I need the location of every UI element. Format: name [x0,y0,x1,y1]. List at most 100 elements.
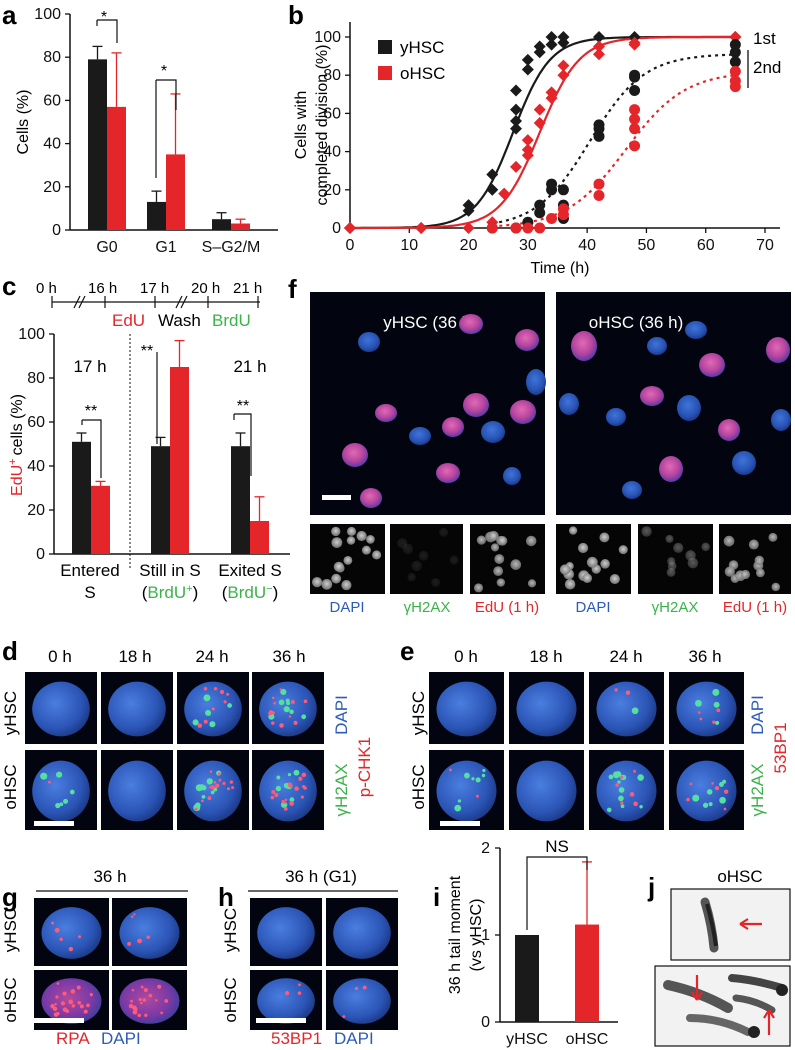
panel-c-label: c [2,271,16,301]
comet-arrow-down [691,975,703,1001]
foci-red [62,991,67,996]
panel-c-bracket-1 [81,419,102,478]
panel-a-y-label: Cells (%) [15,90,32,155]
point-circle-ohsc [510,222,522,234]
foci-red [51,921,55,925]
foci-red [298,776,303,781]
foci-red [213,781,217,784]
panel-b: b 0 10 20 30 40 50 60 70 0 20 40 60 80 100 Cells with… [288,0,781,277]
comet-head [748,1026,760,1038]
panel-a-y-ticks: 0 20 40 60 80 100 [34,6,70,239]
panel-d-side-dapi: DAPI [332,695,351,735]
foci-green [192,719,199,726]
foci-green [708,802,713,807]
foci-red [65,1009,70,1013]
foci-red [342,1015,346,1018]
foci-green [280,688,287,695]
panel-d: d 0 h 18 h 24 h 36 h yHSC oHSC DAPI γH2A… [1,636,744,830]
foci-red [71,1004,76,1008]
nucleus [375,404,397,422]
foci-green [615,771,622,778]
nucleus [32,681,90,737]
nucleus [699,353,725,377]
foci-green [455,806,459,811]
nucleus [481,421,505,443]
channel-nucleus [449,555,459,565]
panel-c: c 0 h 16 h 17 h 20 h 21 h EdU Wash BrdU … [2,271,290,602]
comet-tail [663,980,733,1013]
channel-nucleus [723,535,735,547]
foci-red [723,807,727,811]
x-tick-label: 70 [756,237,774,254]
foci-red [203,687,208,691]
timeline-17h: 17 h [140,280,169,297]
paren-open: ( [222,583,228,602]
timeline-20h: 20 h [191,280,220,297]
paren-close: ) [193,583,199,602]
foci-green [719,796,726,804]
foci-green [722,779,727,784]
foci-red [633,769,637,773]
panel-d-side-gh2ax: γH2AX [332,764,351,817]
point-circle-yhsc [534,199,546,211]
channel-nucleus [510,559,522,570]
channel-nucleus [586,556,598,568]
point-diamond-ohsc [533,116,546,129]
foci-red [128,1003,134,1009]
foci-green [713,701,720,708]
foci-red [714,786,720,791]
panel-e-time-36: 36 h [688,647,721,666]
foci-red [201,799,204,803]
foci-red [144,1013,148,1018]
channel-ohsc-gh2ax [638,524,713,594]
nucleus [526,369,546,395]
point-diamond-ohsc [344,222,356,234]
nucleus [510,400,536,424]
foci-green [457,799,462,803]
point-diamond-ohsc [545,86,558,99]
foci-red [223,700,227,704]
foci-red [293,720,298,725]
channel-nucleus [494,554,505,564]
channel-nucleus [341,580,352,591]
channel-nucleus [331,573,342,584]
foci-red [449,768,452,772]
foci-red [284,798,288,802]
foci-green [639,805,643,809]
foci-red [301,772,307,778]
panel-c-star-3: ** [237,398,249,415]
timeline-21h: 21 h [233,280,262,297]
foci-red [302,784,306,789]
point-circle-yhsc [534,207,546,219]
point-diamond-ohsc [521,134,534,147]
nucleus [596,760,657,822]
channel-nucleus [525,535,537,547]
point-circle-ohsc [729,75,741,87]
bar-yhsc [72,441,91,554]
point-diamond-yhsc [510,103,522,116]
channel-nucleus [641,526,652,537]
channel-nucleus [724,566,735,577]
point-circle-ohsc [729,65,741,77]
foci-red [47,780,51,784]
channel-nucleus [768,532,778,542]
foci-green [40,772,48,780]
nucleus [766,337,790,363]
foci-red [287,782,291,786]
panel-e-label: e [400,636,414,666]
foci-red [279,723,284,728]
nucleus [676,760,737,822]
point-circle-yhsc [593,130,605,142]
foci-red [268,711,273,716]
legend-yhsc-swatch [378,40,392,54]
nucleus [257,978,315,1024]
foci-red [146,935,150,939]
foci-red [271,721,275,725]
channel-nucleus [685,550,696,561]
foci-red [614,688,618,692]
panel-c-star-2: ** [141,343,153,360]
panel-d-row-yhsc: yHSC [1,691,20,735]
point-diamond-yhsc [510,115,522,128]
comet-head [776,984,788,996]
y-tick-label: 20 [27,502,45,519]
